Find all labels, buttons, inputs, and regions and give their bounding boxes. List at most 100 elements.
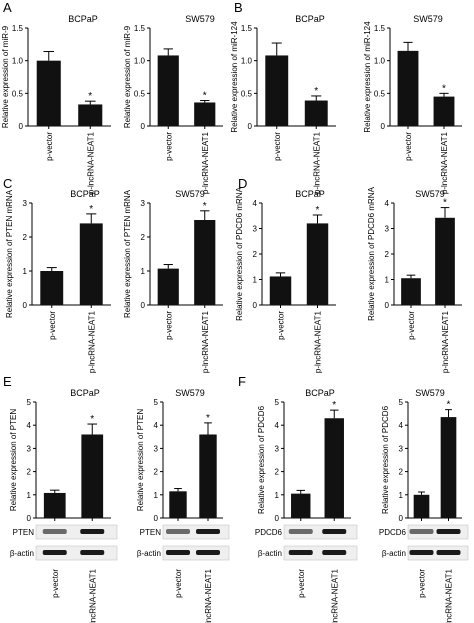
y-tick-label: 1.0 xyxy=(241,57,253,66)
panel-letter-F: F xyxy=(238,374,246,389)
bar-p-vector xyxy=(401,278,421,305)
x-category-label: p-lncRNA-NEAT1 xyxy=(445,568,454,623)
y-tick-label: 1 xyxy=(141,267,146,276)
bar-p-lncRNA-NEAT1 xyxy=(79,223,103,305)
blot-band xyxy=(42,529,67,534)
y-tick-label: 0 xyxy=(381,122,386,131)
y-tick-label: 3 xyxy=(23,199,28,208)
blot-band xyxy=(166,529,190,534)
bar-p-vector xyxy=(413,494,430,518)
y-tick-label: 2 xyxy=(27,468,32,477)
panel-letter-E: E xyxy=(3,374,12,389)
chart-c-sw579: SW579 0 1 2 3 Relative expression of PTEN mRN… xyxy=(123,189,223,373)
x-category-label: p-vector xyxy=(48,311,57,340)
bar-p-lncRNA-NEAT1 xyxy=(194,102,216,126)
chart-title: SW579 xyxy=(175,388,205,398)
chart-title: BCPaP xyxy=(295,14,325,24)
blot-strip xyxy=(283,524,358,540)
chart-title: BCPaP xyxy=(70,388,100,398)
y-axis-label: Relative expression of miR-9 xyxy=(1,25,10,128)
x-category-label: p-vector xyxy=(45,132,54,161)
bar-p-lncRNA-NEAT1 xyxy=(440,417,457,518)
x-category-label: p-lncRNA-NEAT1 xyxy=(201,131,210,194)
blot-strip xyxy=(35,545,118,561)
y-tick-label: 1.0 xyxy=(12,57,24,66)
significance-star: * xyxy=(443,198,447,209)
panel-letter-A: A xyxy=(3,0,12,15)
y-tick-label: 1 xyxy=(385,276,390,285)
chart-title: SW579 xyxy=(415,189,445,199)
blot-strip xyxy=(283,545,358,561)
y-tick-label: 2 xyxy=(385,250,390,259)
blot-label: β-actin xyxy=(382,549,406,558)
x-category-label: p-lncRNA-NEAT1 xyxy=(314,310,323,373)
y-axis-label: Relative expression of PDCD6 mRNA xyxy=(367,186,376,320)
bar-p-lncRNA-NEAT1 xyxy=(78,104,103,126)
y-tick-label: 0.5 xyxy=(241,89,253,98)
y-tick-label: 1.0 xyxy=(134,57,146,66)
y-axis-label: Relative expression of PTEN mRNA xyxy=(5,189,14,318)
x-category-label: p-lncRNA-NEAT1 xyxy=(204,568,213,623)
y-tick-label: 0 xyxy=(141,122,146,131)
y-tick-label: 4 xyxy=(154,421,159,430)
x-category-label: p-vector xyxy=(273,132,282,161)
bar-p-lncRNA-NEAT1 xyxy=(199,434,217,518)
y-axis-label: Relative expression of PDCD6 mRNA xyxy=(235,186,244,320)
blot-label: β-actin xyxy=(137,549,161,558)
significance-star: * xyxy=(447,400,451,411)
y-axis-label: Relative expression of miR-124 xyxy=(230,21,239,133)
y-tick-label: 1.5 xyxy=(134,24,146,33)
y-tick-label: 2 xyxy=(141,233,146,242)
bar-p-vector xyxy=(157,268,179,305)
y-tick-label: 1 xyxy=(23,267,28,276)
y-tick-label: 0 xyxy=(154,514,159,523)
y-tick-label: 3 xyxy=(27,444,32,453)
blot-label: PDCD6 xyxy=(255,528,283,537)
y-tick-label: 0 xyxy=(23,301,28,310)
significance-star: * xyxy=(332,400,336,411)
y-axis-label: Relative expression of miR-124 xyxy=(363,21,372,133)
significance-star: * xyxy=(206,413,210,424)
y-tick-label: 5 xyxy=(275,398,280,407)
blot-label: β-actin xyxy=(258,549,282,558)
significance-star: * xyxy=(88,91,92,102)
blot-band xyxy=(196,550,220,555)
y-tick-label: 1 xyxy=(27,491,32,500)
bar-p-vector xyxy=(40,271,64,305)
bar-p-vector xyxy=(291,493,311,518)
x-category-label: p-vector xyxy=(404,132,413,161)
x-category-label: p-lncRNA-NEAT1 xyxy=(87,310,96,373)
y-axis-label: Relative expression of PTEN xyxy=(9,409,18,511)
significance-star: * xyxy=(203,201,207,212)
blot-band xyxy=(288,550,313,555)
blot-band xyxy=(322,550,347,555)
y-axis-label: Relative expression of miR-9 xyxy=(123,25,132,128)
significance-star: * xyxy=(316,205,320,216)
y-tick-label: 4 xyxy=(253,199,258,208)
chart-title: BCPaP xyxy=(295,189,325,199)
y-tick-label: 1 xyxy=(399,491,404,500)
y-tick-label: 1.5 xyxy=(374,24,386,33)
bar-p-vector xyxy=(169,491,187,518)
y-tick-label: 1 xyxy=(253,276,258,285)
bar-p-lncRNA-NEAT1 xyxy=(435,217,455,305)
blot-band xyxy=(166,550,190,555)
significance-star: * xyxy=(90,414,94,425)
y-tick-label: 3 xyxy=(275,444,280,453)
x-category-label: p-lncRNA-NEAT1 xyxy=(441,310,450,373)
x-category-label: p-vector xyxy=(277,311,286,340)
bar-p-lncRNA-NEAT1 xyxy=(433,96,455,126)
chart-e-bcpap: BCPaP 0 1 2 3 4 5 Relative expression of PTEN * P… xyxy=(9,388,118,623)
bar-p-lncRNA-NEAT1 xyxy=(81,434,104,518)
blot-band xyxy=(436,550,461,555)
bar-p-vector xyxy=(43,492,66,518)
x-category-label: p-lncRNA-NEAT1 xyxy=(201,310,210,373)
y-tick-label: 4 xyxy=(399,421,404,430)
panel-letter-C: C xyxy=(3,176,12,191)
chart-f-sw579: SW579 0 1 2 3 4 5 Relative expression of PDCD6 *… xyxy=(379,388,469,623)
x-category-label: p-lncRNA-NEAT1 xyxy=(312,131,321,194)
bar-p-lncRNA-NEAT1 xyxy=(324,418,344,518)
y-tick-label: 5 xyxy=(399,398,404,407)
